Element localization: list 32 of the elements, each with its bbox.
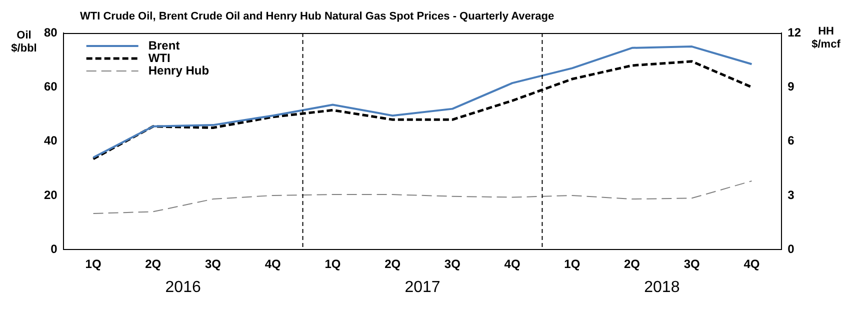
- y-tick-label: 60: [44, 79, 58, 94]
- y2-tick-label: 0: [788, 242, 795, 256]
- y-tick-label: 0: [50, 242, 58, 256]
- legend-label: WTI: [148, 50, 170, 65]
- y2-tick-label: 9: [788, 79, 795, 94]
- text: 2017: [404, 279, 440, 296]
- line-series: [92, 180, 752, 214]
- legend-label: Brent: [148, 38, 180, 52]
- x-tick-label: 1Q: [324, 257, 341, 272]
- x-tick-label: 1Q: [564, 257, 580, 272]
- y2-tick-label: 12: [788, 25, 802, 40]
- y-tick-label: 80: [44, 25, 58, 40]
- text: 2016: [165, 279, 201, 296]
- x-tick-label: 2Q: [145, 257, 162, 272]
- x-tick-label: 3Q: [684, 257, 700, 272]
- y2-tick-label: 3: [788, 188, 795, 202]
- text: 2018: [644, 279, 680, 296]
- chart-title: WTI Crude Oil, Brent Crude Oil and Henry Hub Natural Gas Spot Prices - Quarterly Average: [80, 10, 554, 23]
- x-tick-label: 2Q: [624, 257, 640, 272]
- y-axis-title: Oil $/bbl: [11, 30, 37, 55]
- y2-tick-label: 6: [788, 134, 795, 148]
- x-tick-label: 3Q: [204, 257, 221, 272]
- x-tick-label: 4Q: [264, 257, 281, 272]
- x-tick-label: 3Q: [444, 257, 460, 272]
- legend-label: Henry Hub: [148, 63, 210, 78]
- x-tick-label: 4Q: [744, 257, 760, 272]
- y-tick-label: 20: [44, 188, 58, 202]
- y2-axis-title: HH $/mcf: [812, 26, 841, 51]
- x-tick-label: 1Q: [85, 257, 102, 272]
- x-tick-label: 2Q: [384, 257, 401, 272]
- x-tick-label: 4Q: [504, 257, 520, 272]
- y-tick-label: 40: [44, 134, 58, 148]
